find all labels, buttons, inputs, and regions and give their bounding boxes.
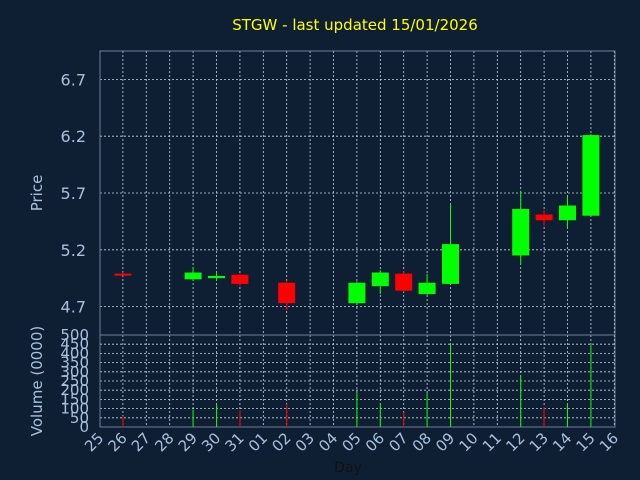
candle-body <box>535 214 553 221</box>
volume-tick-label: 400 <box>60 344 89 362</box>
candle-body <box>418 282 436 295</box>
candle-body <box>348 282 366 304</box>
volume-panel-frame <box>99 334 616 428</box>
x-tick-label: 02 <box>268 429 294 455</box>
price-tick-label: 6.2 <box>61 127 86 146</box>
x-tick-label: 31 <box>221 429 247 455</box>
x-tick-label: 05 <box>338 429 364 455</box>
volume-bars <box>122 344 592 427</box>
volume-tick-label: 100 <box>60 400 89 418</box>
x-tick-label: 01 <box>245 429 271 455</box>
x-tick-label: 06 <box>362 429 388 455</box>
x-tick-label: 14 <box>549 429 575 455</box>
candle-body <box>114 273 132 276</box>
x-tick-label: 11 <box>479 429 505 455</box>
price-tick-label: 5.7 <box>61 184 86 203</box>
candle-body <box>442 244 459 284</box>
volume-tick-label: 50 <box>70 409 89 427</box>
x-tick-label: 12 <box>502 429 528 455</box>
volume-tick-label: 200 <box>60 381 89 399</box>
volume-grid <box>100 335 615 427</box>
candle-body <box>582 135 600 216</box>
x-tick-label: 15 <box>572 429 598 455</box>
x-tick-label: 04 <box>315 429 341 455</box>
x-tick-label: 13 <box>526 429 552 455</box>
price-tick-labels: 6.7 6.2 5.7 5.2 4.7 <box>61 70 86 316</box>
candle-body <box>278 282 296 304</box>
candle-body <box>395 273 413 291</box>
x-tick-label: 16 <box>596 429 622 455</box>
volume-axis-label: Volume (0000) <box>28 326 46 436</box>
candle-body <box>512 208 530 256</box>
price-tick-label: 5.2 <box>61 241 86 260</box>
volume-tick-label: 350 <box>60 354 89 372</box>
volume-tick-label: 150 <box>60 390 89 408</box>
candles <box>114 133 600 311</box>
volume-tick-label: 500 <box>60 326 89 344</box>
volume-tick-label: 0 <box>79 418 89 436</box>
candle-body <box>208 275 225 279</box>
candle-body <box>371 272 389 287</box>
y-axis-label: Price <box>28 175 46 212</box>
x-tick-label: 27 <box>128 429 154 455</box>
x-tick-labels: 2526272829303101020304050607080910111213… <box>81 429 622 455</box>
candle-body <box>231 274 249 284</box>
volume-tick-label: 300 <box>60 363 89 381</box>
x-tick-label: 26 <box>104 429 130 455</box>
x-tick-label: 10 <box>455 429 481 455</box>
x-axis-label: Day <box>334 460 362 476</box>
x-tick-label: 09 <box>432 429 458 455</box>
x-tick-label: 08 <box>409 429 435 455</box>
x-tick-label: 29 <box>175 429 201 455</box>
volume-tick-label: 450 <box>60 335 89 353</box>
x-tick-label: 03 <box>292 429 318 455</box>
x-tick-label: 28 <box>151 429 177 455</box>
x-tick-label: 30 <box>198 429 224 455</box>
candle-body <box>559 205 576 221</box>
price-tick-label: 6.7 <box>61 70 86 89</box>
chart-title: STGW - last updated 15/01/2026 <box>232 16 478 34</box>
volume-tick-label: 250 <box>60 372 89 390</box>
candle-body <box>184 272 202 280</box>
x-tick-label: 07 <box>385 429 411 455</box>
price-tick-label: 4.7 <box>61 298 86 317</box>
